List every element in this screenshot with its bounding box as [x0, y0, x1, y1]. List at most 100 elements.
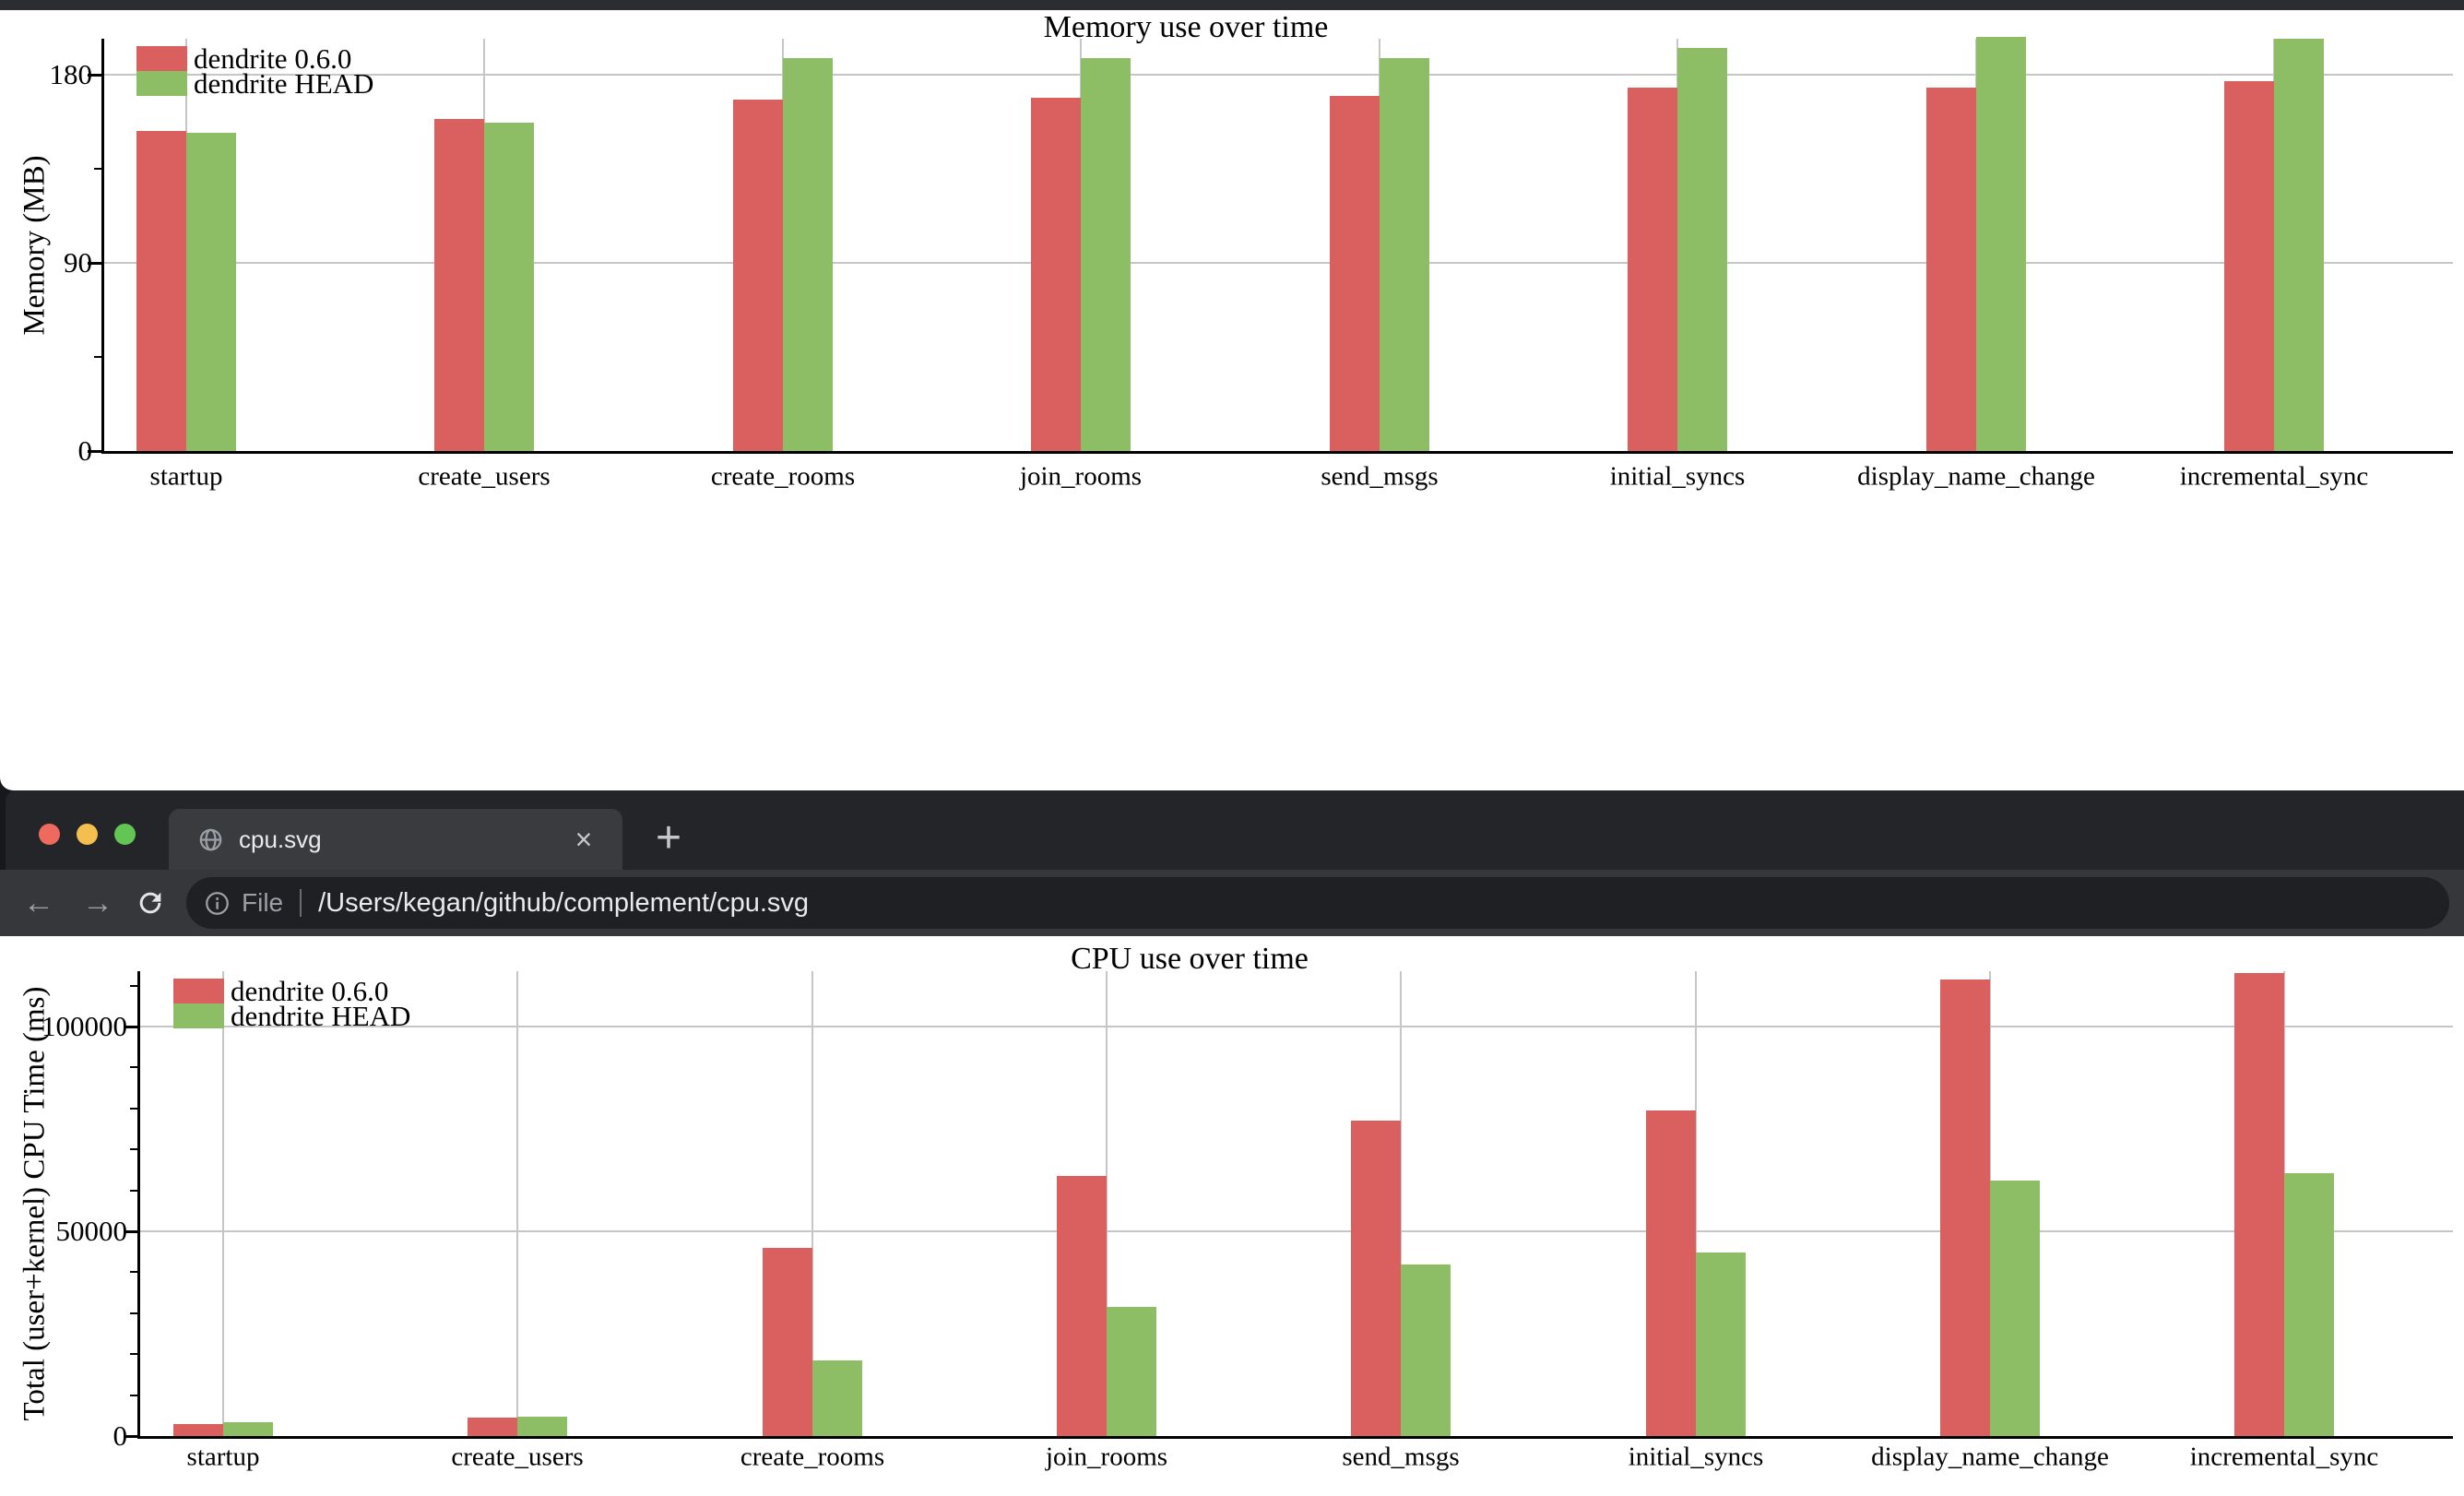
x-category-label: create_users	[451, 1442, 584, 1472]
bar-create_users	[434, 118, 484, 451]
new-tab-button[interactable]: +	[655, 813, 682, 862]
memory-chart: 0 90 180 startup create_users create_rooms joi…	[0, 10, 2464, 790]
info-icon[interactable]	[205, 891, 230, 916]
x-category-label: join_rooms	[1045, 1442, 1168, 1472]
legend-label: dendrite 0.6.0	[231, 974, 389, 1007]
bar-incremental_sync	[2224, 80, 2274, 451]
file-scheme-chip: File	[242, 888, 284, 917]
reload-button[interactable]	[135, 887, 166, 919]
back-button[interactable]: ←	[23, 885, 54, 920]
url-text: /Users/kegan/github/complement/cpu.svg	[318, 887, 810, 918]
y-tick-label: 0	[113, 1419, 128, 1452]
bar-display_name_change	[1940, 979, 1990, 1436]
bar-display_name_change	[1976, 37, 2026, 451]
bar-create_users	[484, 123, 534, 451]
y-minor-tick	[130, 1066, 139, 1069]
y-minor-tick	[130, 1189, 139, 1192]
bar-join_rooms	[1107, 1307, 1156, 1436]
bar-join_rooms	[1031, 97, 1081, 451]
x-category-label: create_users	[418, 461, 551, 492]
bar-initial_syncs	[1677, 47, 1727, 451]
browser-tab[interactable]: cpu.svg ×	[169, 809, 622, 870]
h-gridline	[139, 1026, 2453, 1027]
y-axis-line	[101, 39, 104, 454]
y-minor-tick	[94, 356, 103, 358]
bar-initial_syncs	[1646, 1110, 1696, 1436]
bar-incremental_sync	[2284, 1172, 2334, 1436]
legend-swatch	[173, 979, 224, 1003]
tab-bar: cpu.svg × +	[6, 790, 2464, 870]
forward-button[interactable]: →	[82, 885, 113, 920]
bar-create_rooms	[763, 1247, 812, 1436]
bar-create_rooms	[812, 1359, 862, 1436]
bar-create_users	[517, 1416, 567, 1436]
bar-startup	[136, 131, 186, 451]
v-gridline	[1695, 971, 1697, 1436]
bar-send_msgs	[1351, 1121, 1401, 1436]
y-axis-label: Memory (MB)	[18, 154, 52, 336]
y-minor-tick	[130, 1312, 139, 1314]
tab-close-icon[interactable]: ×	[575, 823, 593, 856]
y-tick-label: 100000	[41, 1010, 127, 1042]
bar-incremental_sync	[2234, 973, 2284, 1436]
h-gridline	[103, 262, 2453, 264]
bar-incremental_sync	[2274, 39, 2324, 451]
x-category-label: create_rooms	[710, 461, 856, 492]
bar-initial_syncs	[1696, 1253, 1746, 1436]
x-axis-line	[101, 451, 2453, 454]
v-gridline	[811, 971, 813, 1436]
bar-display_name_change	[1926, 87, 1976, 451]
y-tick-label: 50000	[55, 1215, 128, 1247]
y-minor-tick	[130, 1271, 139, 1274]
cpu-chart: 0 50000 100000 startup create_users create_ro…	[0, 936, 2464, 1496]
h-gridline	[103, 74, 2453, 76]
x-category-label: startup	[149, 461, 223, 492]
cpu-chart-page: 0 50000 100000 startup create_users create_ro…	[0, 936, 2464, 1496]
x-category-label: incremental_sync	[2179, 461, 2369, 492]
y-major-tick	[124, 1230, 139, 1233]
v-gridline	[222, 971, 224, 1436]
x-category-label: display_name_change	[1871, 1442, 2109, 1472]
tab-title: cpu.svg	[239, 825, 322, 853]
minimize-window-button[interactable]	[77, 824, 98, 845]
omnibox-separator	[300, 889, 302, 917]
v-gridline	[1400, 971, 1402, 1436]
close-window-button[interactable]	[39, 824, 60, 845]
legend-label: dendrite HEAD	[231, 999, 411, 1032]
x-category-label: create_rooms	[740, 1442, 885, 1472]
x-category-label: join_rooms	[1019, 461, 1143, 492]
window-controls	[39, 824, 136, 845]
x-category-label: display_name_change	[1857, 461, 2095, 492]
browser-toolbar: ← → File /Users/kegan/github/complement/…	[0, 870, 2464, 936]
legend-label: dendrite HEAD	[194, 66, 374, 100]
bar-send_msgs	[1380, 57, 1429, 451]
bar-display_name_change	[1990, 1180, 2040, 1436]
bar-join_rooms	[1081, 57, 1131, 451]
bar-startup	[173, 1423, 223, 1436]
y-axis-label: Total (user+kernel) CPU Time (ms)	[18, 986, 52, 1421]
y-major-tick	[88, 450, 103, 453]
address-bar[interactable]: File /Users/kegan/github/complement/cpu.…	[186, 877, 2449, 929]
bar-startup	[223, 1421, 273, 1436]
y-axis-line	[137, 971, 140, 1439]
legend-swatch	[173, 1003, 224, 1028]
bar-send_msgs	[1330, 95, 1380, 451]
y-minor-tick	[130, 1148, 139, 1151]
y-minor-tick	[130, 984, 139, 987]
bar-send_msgs	[1401, 1264, 1451, 1436]
legend-swatch	[136, 71, 187, 96]
x-category-label: send_msgs	[1342, 1442, 1460, 1472]
x-category-label: incremental_sync	[2189, 1442, 2379, 1472]
x-category-label: startup	[186, 1442, 260, 1472]
zoom-window-button[interactable]	[114, 824, 136, 845]
y-tick-label: 90	[64, 246, 92, 279]
v-gridline	[1106, 971, 1108, 1436]
browser-chrome: cpu.svg × + ← → File /Users/kegan/github…	[0, 790, 2464, 936]
h-gridline	[139, 1230, 2453, 1232]
bar-join_rooms	[1057, 1176, 1107, 1436]
bar-create_rooms	[783, 57, 833, 451]
bar-create_users	[468, 1417, 517, 1436]
memory-chart-page: 0 90 180 startup create_users create_rooms joi…	[0, 10, 2464, 790]
y-major-tick	[88, 262, 103, 265]
bar-create_rooms	[733, 100, 783, 451]
